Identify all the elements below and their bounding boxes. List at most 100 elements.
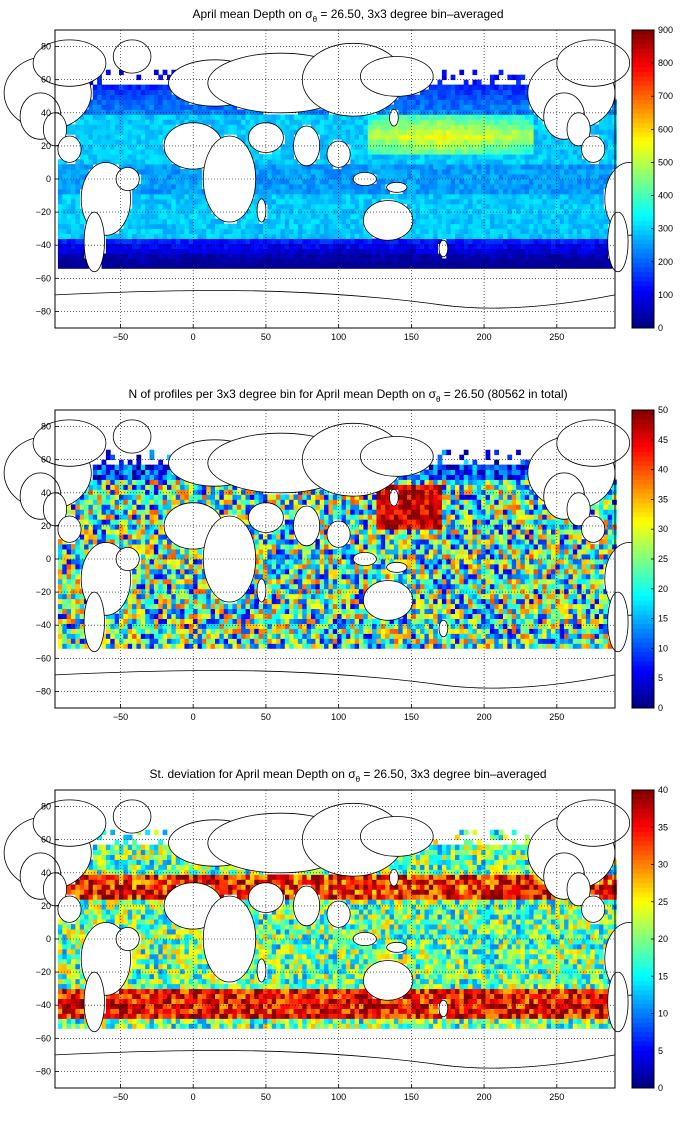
heatmap-cell [311,243,316,249]
heatmap-cell [180,598,185,605]
heatmap-cell [276,164,281,170]
heatmap-cell [546,174,552,180]
heatmap-cell [175,164,181,170]
heatmap-cell [437,603,443,610]
heatmap-cell [271,213,277,220]
heatmap-cell [446,618,452,624]
heatmap-cell [158,238,164,244]
heatmap-cell [57,213,63,220]
heatmap-cell [223,263,229,269]
heatmap-cell [92,134,98,140]
heatmap-cell [511,593,517,600]
heatmap-cell [437,223,443,230]
heatmap-cell [463,623,469,629]
heatmap-cell [555,164,561,170]
heatmap-cell [489,94,495,100]
heatmap-cell [424,238,430,244]
heatmap-cell [533,643,539,649]
heatmap-cell [345,179,351,185]
heatmap-cell [537,154,543,160]
heatmap-cell [153,94,159,100]
heatmap-cell [149,193,155,200]
heatmap-cell [306,598,312,605]
heatmap-cell [433,99,438,105]
heatmap-cell [481,114,486,120]
heatmap-cell [258,238,264,244]
x-tick-label: 50 [261,332,271,342]
heatmap-cell [75,129,81,135]
heatmap-cell [311,114,316,120]
heatmap-cell [188,233,194,239]
heatmap-cell [380,149,386,155]
heatmap-cell [498,233,504,239]
heatmap-cell [594,603,600,610]
heatmap-cell [162,119,168,125]
heatmap-cell [511,183,517,190]
heatmap-cell [385,623,390,629]
heatmap-cell [188,228,194,235]
heatmap-cell [162,263,168,269]
heatmap-cell [289,598,294,605]
heatmap-cell [302,628,308,634]
heatmap-cell [529,124,534,130]
heatmap-cell [97,144,102,150]
heatmap-cell [306,188,312,195]
heatmap-cell [520,188,526,195]
heatmap-cell [280,233,286,239]
heatmap-cell [424,218,430,225]
heatmap-cell [503,84,508,90]
heatmap-cell [420,608,425,615]
heatmap-cell [398,94,404,100]
heatmap-cell [577,238,582,244]
heatmap-cell [380,248,386,254]
heatmap-cell [311,603,316,610]
heatmap-cell [354,119,360,125]
heatmap-cell [446,84,452,90]
heatmap-cell [494,633,500,639]
heatmap-cell [263,228,268,235]
heatmap-cell [537,633,543,639]
heatmap-cell [79,134,85,140]
heatmap-cell [590,188,596,195]
heatmap-cell [149,208,155,215]
heatmap-cell [424,198,430,205]
heatmap-cell [145,593,150,600]
heatmap-cell [136,213,142,220]
heatmap-cell [315,213,321,220]
heatmap-cell [555,623,561,629]
heatmap-cell [359,248,364,254]
heatmap-cell [132,139,137,145]
heatmap-cell [132,633,137,639]
heatmap-cell [57,598,63,605]
heatmap-cell [428,144,434,150]
heatmap-cell [245,114,251,120]
heatmap-cell [345,613,351,619]
heatmap-cell [455,623,460,629]
heatmap-cell [167,253,172,259]
heatmap-cell [215,598,220,605]
heatmap-cell [441,183,447,190]
heatmap-cell [533,238,539,244]
heatmap-cell [271,183,277,190]
heatmap-cell [489,593,495,600]
heatmap-cell [455,149,460,155]
heatmap-cell [162,233,168,239]
heatmap-cell [123,258,129,264]
heatmap-cell [533,623,539,629]
heatmap-cell [459,608,465,615]
heatmap-cell [389,243,395,249]
heatmap-cell [175,188,181,195]
heatmap-cell [385,164,390,170]
heatmap-cell [315,253,321,259]
heatmap-cell [158,144,164,150]
heatmap-cell [498,109,504,115]
heatmap-cell [324,198,329,205]
heatmap-cell [407,183,412,190]
heatmap-cell [127,613,133,619]
heatmap-cell [350,129,356,135]
heatmap-cell [450,628,456,634]
heatmap-cell [411,643,417,649]
heatmap-cell [533,598,539,605]
heatmap-cell [71,129,76,135]
heatmap-cell [476,164,482,170]
